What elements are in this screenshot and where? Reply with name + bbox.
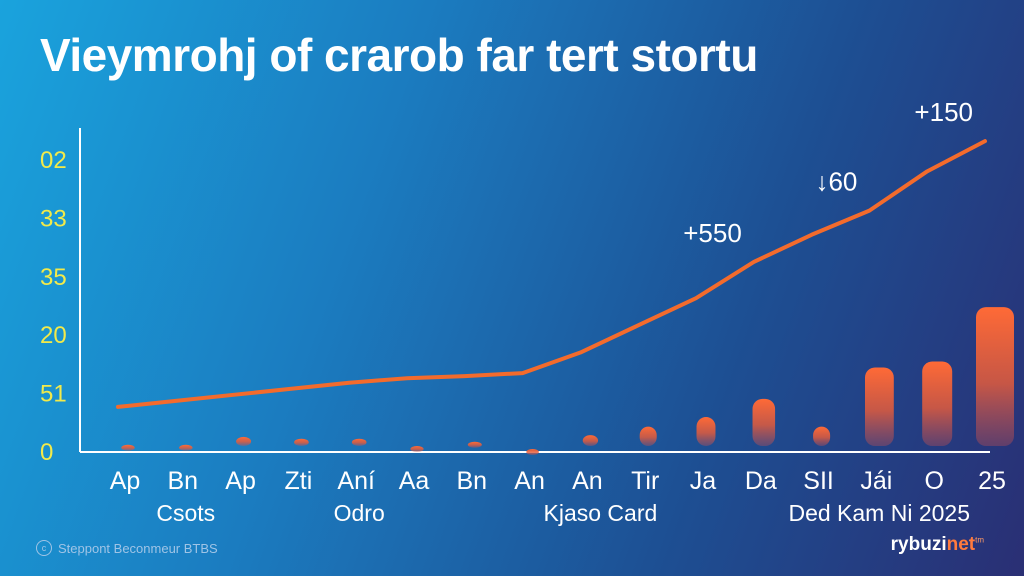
cc-icon: c <box>36 540 52 556</box>
x-sublabel: Kjaso Card <box>544 500 658 526</box>
x-tick-label: Aa <box>399 467 430 495</box>
y-tick-label: 33 <box>40 205 67 232</box>
bar <box>582 435 599 446</box>
brand-main: rybuzi <box>890 534 947 555</box>
brand-logo: rybuzinettm <box>891 534 984 556</box>
bar <box>467 441 482 448</box>
bar <box>236 436 252 446</box>
data-label: +550 <box>683 218 742 248</box>
data-label: ↓60 <box>815 167 857 197</box>
bar <box>922 361 953 446</box>
footer-credit: c Steppont Beconmeur BTBS <box>36 540 218 556</box>
bar <box>294 438 309 446</box>
x-tick-label: Aní <box>337 467 375 495</box>
bar <box>976 307 1014 446</box>
data-label: +150 <box>914 97 973 127</box>
bar <box>351 438 367 446</box>
y-tick-label: 35 <box>40 264 67 291</box>
x-tick-label: SII <box>803 467 834 495</box>
series-line <box>116 139 987 409</box>
x-sublabel: Ded Kam Ni 2025 <box>788 500 970 526</box>
bar <box>410 445 424 452</box>
y-tick-label: 02 <box>40 147 67 174</box>
bar <box>865 367 894 446</box>
footer-credit-text: Steppont Beconmeur BTBS <box>58 540 218 556</box>
bar <box>813 426 831 446</box>
x-tick-label: O <box>924 467 943 495</box>
bar <box>526 448 539 455</box>
bar <box>752 398 776 446</box>
chart-title: Vieymrohj of crarob far tert stortu <box>40 29 758 81</box>
brand-sup: tm <box>975 535 984 545</box>
x-tick-label: Ja <box>690 467 717 495</box>
bar <box>639 426 657 446</box>
x-tick-label: Ap <box>225 467 256 495</box>
bar <box>121 444 135 451</box>
brand-accent: net <box>946 534 976 555</box>
x-sublabel: Odro <box>334 500 385 526</box>
x-tick-label: An <box>572 467 603 495</box>
x-sublabel: Csots <box>156 500 215 526</box>
x-tick-label: Tir <box>631 467 659 495</box>
x-tick-label: Bn <box>168 467 199 495</box>
y-tick-label: 20 <box>40 322 67 349</box>
bar <box>179 444 193 451</box>
y-tick-label: 51 <box>40 381 67 408</box>
x-tick-label: Jái <box>860 467 892 495</box>
y-tick-label: 0 <box>40 439 53 466</box>
x-tick-label: 25 <box>978 467 1006 495</box>
x-tick-label: Zti <box>285 467 313 495</box>
x-tick-label: Da <box>745 467 777 495</box>
bar <box>696 416 716 446</box>
x-tick-label: Bn <box>457 467 488 495</box>
x-tick-label: Ap <box>110 467 141 495</box>
x-tick-label: An <box>514 467 545 495</box>
